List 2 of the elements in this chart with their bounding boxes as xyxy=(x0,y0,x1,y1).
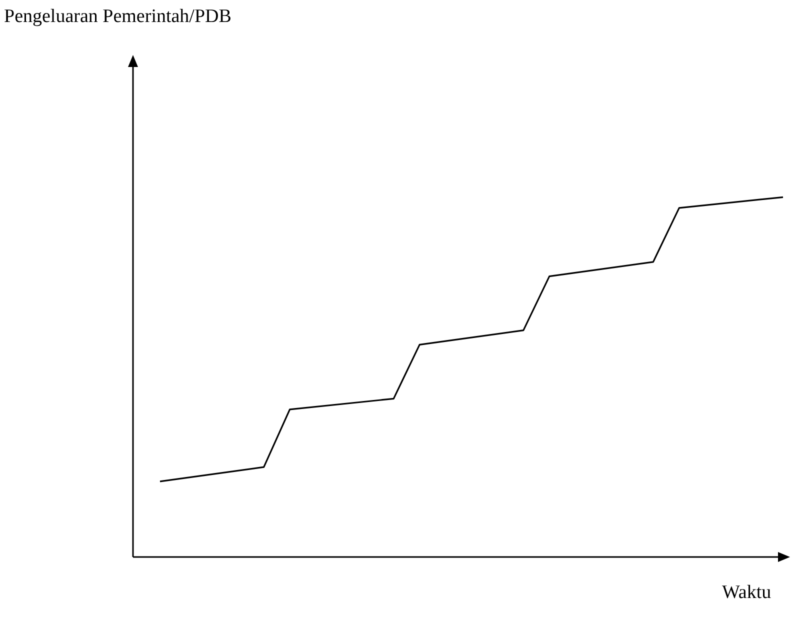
x-axis-title: Waktu xyxy=(722,582,772,604)
text: Pengeluaran Pemerintah/PDB xyxy=(4,6,232,28)
